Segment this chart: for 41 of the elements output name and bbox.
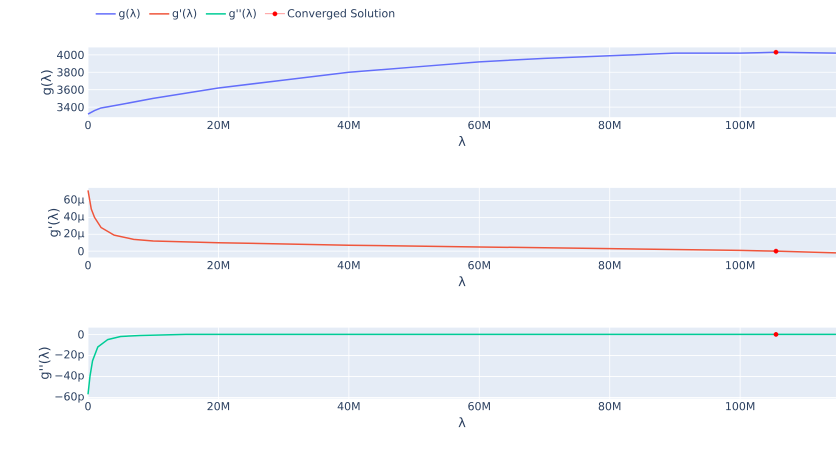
x-tick-label: 20M: [207, 402, 230, 410]
line-series: [87, 190, 836, 254]
x-axis-title: λ: [458, 136, 466, 146]
x-tick-label: 100M: [726, 261, 754, 270]
y-tick-label: 20µ: [64, 229, 84, 240]
x-tick-label: 40M: [338, 402, 360, 410]
text: g'(λ): [48, 208, 61, 237]
x-tick-label: 60M: [468, 261, 490, 270]
y-tick-label: 40µ: [64, 212, 84, 223]
x-tick-label: 80M: [598, 261, 620, 270]
x-axis-title: λ: [458, 276, 466, 286]
x-tick-label: 0: [85, 120, 91, 130]
x-tick-label: 80M: [598, 120, 620, 130]
legend-label: g(λ): [119, 8, 140, 20]
x-tick-label: 60M: [468, 120, 490, 130]
x-tick-label: 100M: [726, 120, 754, 130]
y-tick-label: 3600: [57, 86, 84, 94]
x-tick-label: 100M: [726, 402, 754, 410]
x-tick-label: 0: [85, 261, 91, 270]
x-tick-label: 0: [85, 402, 91, 410]
text: g''(λ): [229, 8, 256, 20]
x-axis-title: λ: [458, 417, 466, 428]
x-tick-label: 40M: [338, 120, 360, 130]
y-axis-title: g(λ): [41, 70, 54, 95]
x-tick-label: 20M: [207, 261, 230, 270]
x-tick-label: 40M: [338, 261, 360, 270]
y-tick-label: 3800: [57, 68, 84, 76]
y-tick-label: 60µ: [64, 195, 84, 206]
y-tick-label: −40p: [55, 371, 84, 382]
text: g'(λ): [172, 8, 196, 20]
y-tick-label: 0: [78, 330, 84, 339]
text: g''(λ): [38, 348, 52, 379]
y-tick-label: 3400: [57, 102, 84, 112]
x-tick-label: 20M: [207, 120, 230, 130]
y-tick-label: 4000: [57, 50, 84, 60]
legend-label: Converged Solution: [288, 8, 394, 20]
y-tick-label: −20p: [55, 350, 84, 361]
y-tick-label: −60p: [55, 392, 84, 403]
x-tick-label: 60M: [468, 402, 490, 410]
x-tick-label: 80M: [598, 402, 620, 410]
y-tick-label: 0: [78, 247, 84, 256]
